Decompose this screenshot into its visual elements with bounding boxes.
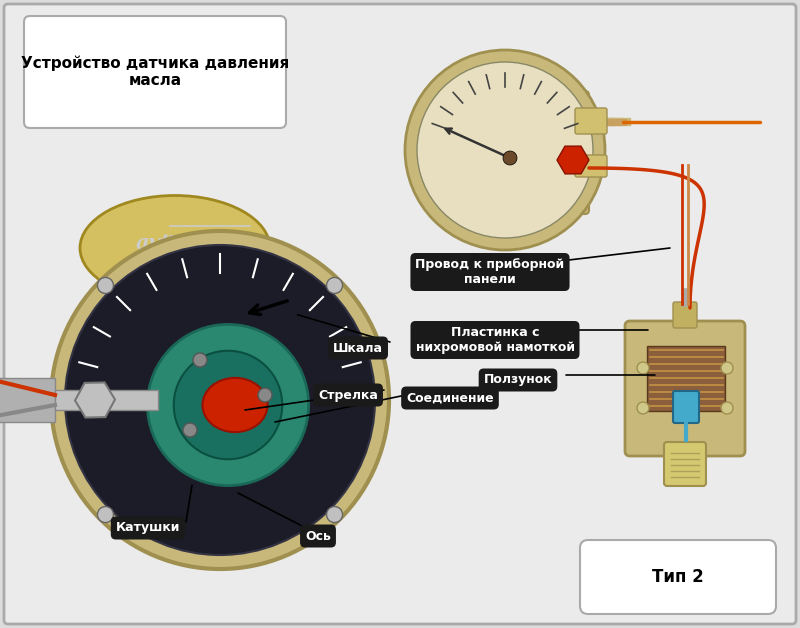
Circle shape bbox=[147, 325, 309, 485]
Circle shape bbox=[405, 50, 605, 250]
Text: .pro: .pro bbox=[207, 246, 238, 260]
Circle shape bbox=[51, 231, 389, 569]
Circle shape bbox=[637, 402, 649, 414]
Ellipse shape bbox=[202, 378, 267, 432]
Circle shape bbox=[503, 151, 517, 165]
Circle shape bbox=[721, 362, 733, 374]
FancyBboxPatch shape bbox=[24, 16, 286, 128]
Circle shape bbox=[721, 402, 733, 414]
Circle shape bbox=[183, 423, 197, 437]
FancyBboxPatch shape bbox=[673, 302, 697, 328]
FancyBboxPatch shape bbox=[580, 540, 776, 614]
Text: Ползунок: Ползунок bbox=[484, 374, 552, 386]
Circle shape bbox=[417, 62, 593, 238]
Text: Стрелка: Стрелка bbox=[318, 389, 378, 401]
Text: Ось: Ось bbox=[305, 529, 331, 543]
Ellipse shape bbox=[80, 195, 270, 301]
Circle shape bbox=[637, 362, 649, 374]
Circle shape bbox=[98, 507, 114, 522]
Text: Устройство датчика давления
масла: Устройство датчика давления масла bbox=[21, 55, 289, 89]
Circle shape bbox=[65, 245, 375, 555]
Text: Соединение: Соединение bbox=[406, 391, 494, 404]
Circle shape bbox=[98, 278, 114, 293]
Text: Пластинка с
нихромовой намоткой: Пластинка с нихромовой намоткой bbox=[415, 326, 574, 354]
Circle shape bbox=[258, 388, 272, 402]
Circle shape bbox=[174, 351, 282, 459]
FancyBboxPatch shape bbox=[511, 91, 589, 214]
Text: Провод к приборной
панели: Провод к приборной панели bbox=[415, 258, 565, 286]
FancyBboxPatch shape bbox=[575, 155, 607, 177]
FancyBboxPatch shape bbox=[575, 108, 607, 134]
Bar bbox=[0, 378, 55, 422]
Text: Катушки: Катушки bbox=[116, 521, 180, 534]
Text: avto: avto bbox=[135, 233, 185, 253]
Bar bbox=[55, 390, 158, 410]
Text: Тип 2: Тип 2 bbox=[652, 568, 704, 586]
FancyBboxPatch shape bbox=[673, 391, 699, 423]
Circle shape bbox=[326, 507, 342, 522]
Text: Шкала: Шкала bbox=[333, 342, 383, 354]
Circle shape bbox=[326, 278, 342, 293]
Bar bbox=[647, 346, 725, 411]
FancyBboxPatch shape bbox=[625, 321, 745, 456]
FancyBboxPatch shape bbox=[4, 4, 796, 624]
Circle shape bbox=[193, 353, 207, 367]
FancyBboxPatch shape bbox=[664, 442, 706, 486]
